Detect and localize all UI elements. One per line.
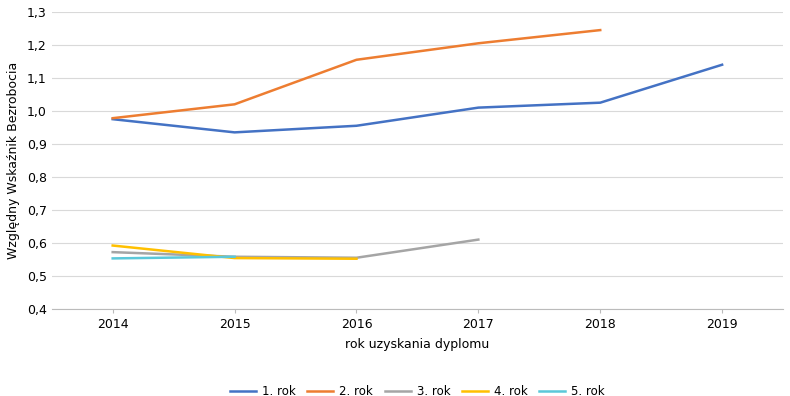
1. rok [352,124,361,128]
Y-axis label: Względny Wskaźnik Bezrobocia: Względny Wskaźnik Bezrobocia [7,62,20,259]
5. rok [230,254,239,259]
2. rok [108,116,118,120]
Line: 3. rok: 3. rok [113,240,478,258]
5. rok [108,256,118,261]
2. rok [473,41,483,46]
3. rok [230,254,239,259]
2. rok [352,57,361,62]
X-axis label: rok uzyskania dyplomu: rok uzyskania dyplomu [345,338,490,351]
2. rok [230,102,239,107]
2. rok [596,28,605,32]
3. rok [352,255,361,260]
Line: 5. rok: 5. rok [113,257,235,259]
4. rok [108,243,118,248]
1. rok [108,117,118,122]
1. rok [473,105,483,110]
Legend: 1. rok, 2. rok, 3. rok, 4. rok, 5. rok: 1. rok, 2. rok, 3. rok, 4. rok, 5. rok [225,380,610,396]
1. rok [230,130,239,135]
1. rok [596,100,605,105]
Line: 2. rok: 2. rok [113,30,600,118]
Line: 4. rok: 4. rok [113,246,356,259]
4. rok [352,256,361,261]
4. rok [230,256,239,261]
3. rok [108,250,118,255]
1. rok [717,62,727,67]
3. rok [473,237,483,242]
Line: 1. rok: 1. rok [113,65,722,132]
